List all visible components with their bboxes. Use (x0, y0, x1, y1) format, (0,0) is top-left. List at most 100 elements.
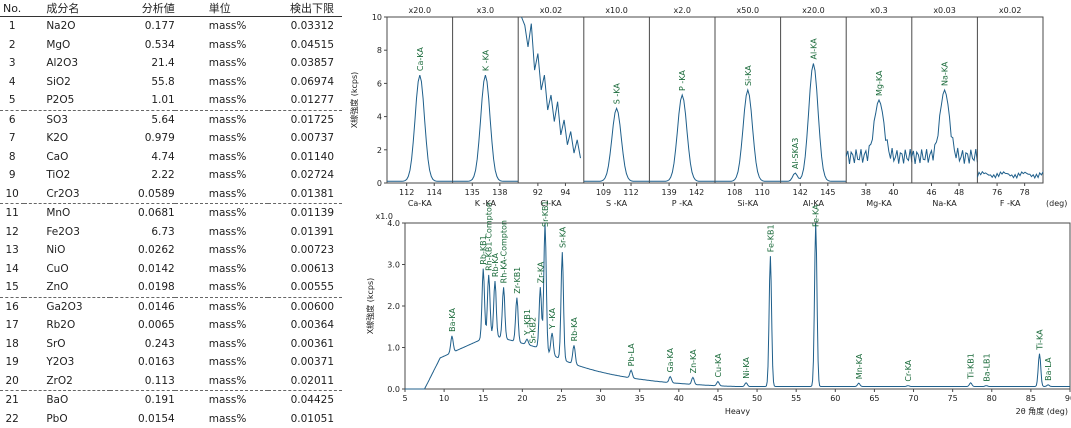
peak-label: Sr-KA (558, 226, 567, 248)
panel-spectrum-line (846, 100, 912, 164)
panel-peak-label: K -KA (481, 49, 490, 71)
detection-limit: 0.01277 (268, 91, 342, 110)
component-name: CaO (24, 148, 109, 167)
panel-x-tick-label: 46 (926, 188, 936, 197)
panel-scale-label: x3.0 (477, 6, 494, 15)
panel-x-tick-label: 108 (727, 188, 742, 197)
row-no: 18 (0, 335, 24, 354)
panel-x-tick-label: 112 (399, 188, 414, 197)
row-no: 7 (0, 129, 24, 148)
panel-x-tick-label: 110 (755, 188, 770, 197)
bottom-x-tick-label: 25 (556, 394, 566, 403)
detection-limit: 0.00723 (268, 241, 342, 260)
peak-label: Cr-KA (904, 359, 913, 381)
bottom-x-tick-label: 75 (948, 394, 958, 403)
analysis-value: 0.177 (110, 17, 175, 36)
panel-spectrum-line (649, 95, 715, 181)
panel-scale-label: x10.0 (605, 6, 628, 15)
panel-scale-label: x50.0 (737, 6, 760, 15)
peak-label: Fe-KA (812, 204, 821, 227)
header-detection-limit: 検出下限 (268, 0, 342, 17)
peak-label: Sr-KB2 (529, 317, 538, 344)
panel-peak-label: Al-KA (809, 38, 818, 60)
row-no: 6 (0, 110, 24, 129)
bottom-x-tick-label: 65 (869, 394, 879, 403)
unit: mass% (175, 278, 268, 297)
detection-limit: 0.01725 (268, 110, 342, 129)
bottom-x-axis-label: Heavy (725, 407, 751, 416)
detection-limit: 0.00555 (268, 278, 342, 297)
bottom-y-tick-label: 4.0 (387, 219, 400, 228)
peak-label: Zr-KB1 (513, 267, 522, 294)
detection-limit: 0.04515 (268, 36, 342, 55)
bottom-x-tick-label: 90 (1065, 394, 1071, 403)
panel-peak-label: S -KA (613, 83, 622, 105)
bottom-x-tick-label: 60 (830, 394, 840, 403)
panel-x-tick-label: 135 (465, 188, 480, 197)
panel-scale-label: x0.03 (933, 6, 956, 15)
panel-scale-label: x20.0 (409, 6, 432, 15)
component-name: BaO (24, 391, 109, 410)
component-name: SiO2 (24, 73, 109, 92)
panel-line-label: Na-KA (932, 199, 957, 208)
peak-label: Zr-KA (536, 261, 545, 283)
panel-spectrum-line (453, 75, 519, 181)
peak-label: Ti-KB1 (967, 353, 976, 380)
panel-x-tick-label: 38 (861, 188, 871, 197)
panel-line-label: Ca-KA (408, 199, 432, 208)
unit: mass% (175, 223, 268, 242)
bottom-x-tick-label: 80 (987, 394, 997, 403)
unit: mass% (175, 91, 268, 110)
panel-peak-label: Na-KA (941, 61, 950, 86)
unit: mass% (175, 372, 268, 391)
analysis-value: 0.0163 (110, 353, 175, 372)
peak-label: Ni-KA (742, 357, 751, 379)
detection-limit: 0.01051 (268, 410, 342, 428)
peak-label: Rb-KA (570, 317, 579, 342)
row-no: 10 (0, 185, 24, 204)
row-no: 13 (0, 241, 24, 260)
analysis-value: 0.0065 (110, 316, 175, 335)
detection-limit: 0.02011 (268, 372, 342, 391)
component-name: Fe2O3 (24, 223, 109, 242)
header-unit: 単位 (175, 0, 268, 17)
panel-x-tick-label: 76 (992, 188, 1002, 197)
detection-limit: 0.03312 (268, 17, 342, 36)
row-no: 20 (0, 372, 24, 391)
top-y-tick-label: 0 (377, 179, 382, 188)
analysis-value: 21.4 (110, 54, 175, 73)
component-name: SO3 (24, 110, 109, 129)
panel-spectrum-line (584, 108, 650, 181)
row-no: 1 (0, 17, 24, 36)
panel-spectrum-line (522, 17, 581, 158)
analysis-value: 0.0262 (110, 241, 175, 260)
detection-limit: 0.01381 (268, 185, 342, 204)
unit: mass% (175, 353, 268, 372)
panel-x-tick-label: 139 (661, 188, 676, 197)
panel-scale-label: x0.3 (870, 6, 887, 15)
bottom-x-tick-label: 15 (478, 394, 488, 403)
detection-limit: 0.00361 (268, 335, 342, 354)
peak-label: Cu-KA (714, 353, 723, 378)
unit: mass% (175, 335, 268, 354)
detection-limit: 0.06974 (268, 73, 342, 92)
row-no: 2 (0, 36, 24, 55)
peak-label: Fe-KB1 (766, 224, 775, 252)
analysis-value: 0.0154 (110, 410, 175, 428)
panel-spectrum-line (715, 90, 781, 181)
top-y-tick-label: 4 (377, 113, 382, 122)
analysis-value: 0.243 (110, 335, 175, 354)
component-name: Rb2O (24, 316, 109, 335)
bottom-x-tick-label: 30 (595, 394, 605, 403)
detection-limit: 0.00371 (268, 353, 342, 372)
analysis-value: 0.0198 (110, 278, 175, 297)
